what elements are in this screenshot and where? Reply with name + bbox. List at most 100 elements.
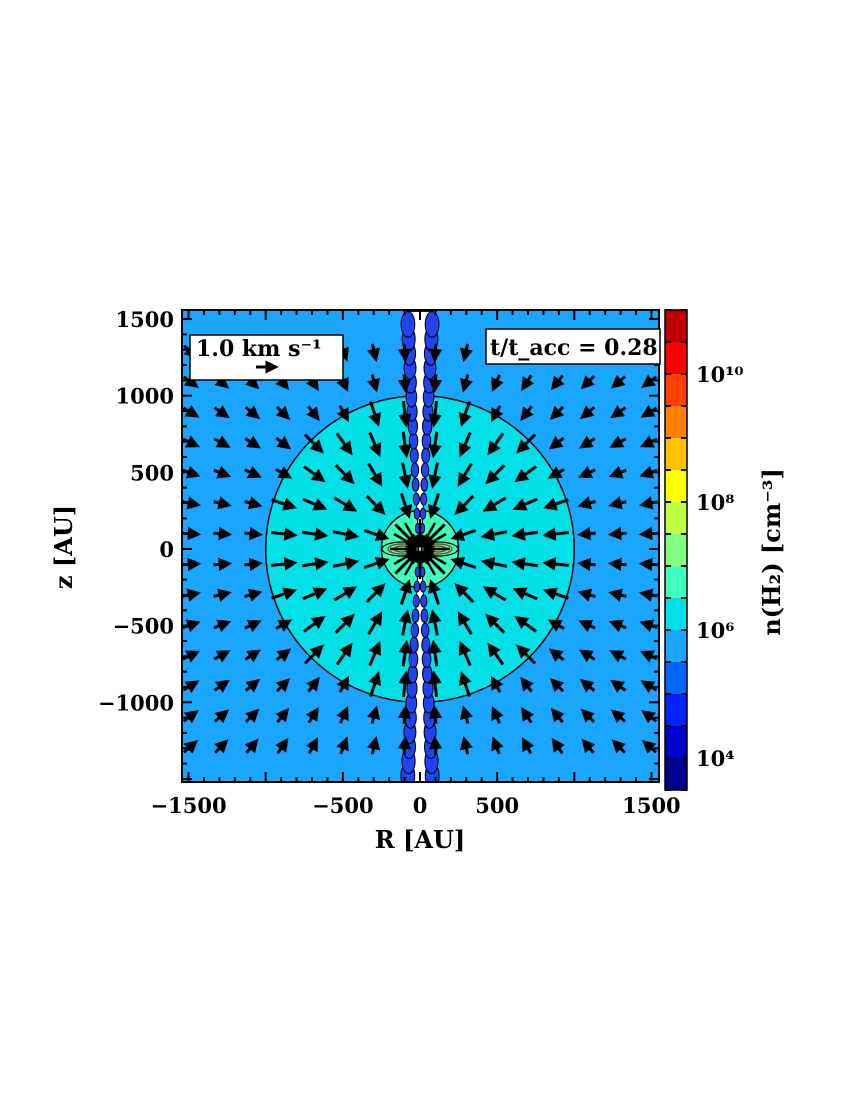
x-tick-label: −500	[312, 793, 373, 818]
velocity-arrow	[399, 493, 413, 519]
velocity-arrow	[213, 650, 231, 663]
colorbar-segment	[665, 726, 687, 758]
velocity-arrow	[368, 401, 382, 427]
colorbar-frame	[664, 309, 688, 791]
cavity-wall-blob	[421, 447, 431, 464]
velocity-arrow	[610, 374, 627, 389]
velocity-arrow	[271, 527, 298, 541]
velocity-arrow	[275, 677, 291, 693]
velocity-arrow	[397, 704, 412, 724]
velocity-arrow	[302, 497, 328, 511]
x-tick-label: 500	[475, 793, 519, 818]
velocity-arrow	[450, 556, 477, 570]
velocity-arrow	[577, 496, 596, 510]
velocity-arrow	[457, 463, 473, 487]
velocity-arrow	[301, 527, 329, 541]
cavity-wall-blob	[410, 462, 420, 478]
velocity-arrow	[244, 619, 262, 633]
velocity-arrow	[459, 735, 474, 755]
y-tick-label: 1000	[116, 384, 174, 409]
y-tick-label: 500	[130, 460, 174, 485]
velocity-arrow	[428, 639, 442, 667]
velocity-arrow	[458, 640, 472, 667]
velocity-arrow	[608, 619, 627, 633]
velocity-arrow	[367, 705, 381, 724]
velocity-arrow	[302, 465, 326, 483]
velocity-arrow	[244, 678, 261, 693]
velocity-arrow	[641, 374, 658, 388]
velocity-arrow	[458, 401, 472, 427]
velocity-arrow	[335, 432, 353, 456]
velocity-arrow	[520, 676, 534, 693]
velocity-arrow	[244, 708, 260, 723]
velocity-arrow	[607, 526, 627, 541]
velocity-arrow	[578, 465, 596, 479]
velocity-arrow	[641, 710, 658, 724]
velocity-arrow	[366, 343, 381, 363]
velocity-arrow	[547, 466, 565, 479]
velocity-arrow	[367, 611, 383, 635]
cavity-wall-blob	[410, 622, 420, 638]
velocity-arrow	[487, 642, 505, 666]
velocity-arrow	[579, 405, 596, 420]
velocity-arrow	[608, 465, 627, 479]
velocity-arrow	[428, 431, 442, 459]
velocity-arrow	[332, 527, 360, 541]
cavity-wall-blob	[420, 622, 430, 638]
velocity-arrow	[365, 583, 386, 604]
velocity-arrow	[641, 739, 657, 754]
velocity-arrow	[213, 709, 230, 724]
core-arrow	[403, 551, 419, 576]
velocity-arrow	[302, 615, 326, 633]
cavity-wall-blob	[413, 507, 421, 520]
velocity-arrow	[516, 433, 537, 454]
velocity-arrow	[428, 735, 443, 755]
velocity-arrow	[333, 496, 358, 512]
colorbar-segment	[665, 758, 687, 790]
velocity-arrow	[511, 557, 539, 571]
velocity-arrow	[334, 464, 355, 485]
velocity-arrow	[577, 588, 596, 602]
velocity-arrow	[271, 557, 298, 571]
velocity-arrow	[366, 735, 381, 755]
cavity-wall-blob	[421, 650, 432, 669]
core-arrow	[422, 550, 447, 566]
velocity-arrow	[521, 706, 535, 724]
velocity-arrow	[244, 738, 259, 754]
velocity-arrow	[609, 650, 627, 663]
velocity-arrow	[482, 496, 507, 512]
velocity-arrow	[578, 649, 596, 663]
velocity-arrow	[454, 494, 475, 515]
x-tick-label: 0	[413, 793, 428, 818]
colorbar-segment	[665, 662, 687, 694]
colorbar-segment	[665, 470, 687, 502]
velocity-arrow	[549, 405, 565, 421]
cavity-wall-blob	[420, 492, 428, 506]
velocity-arrow	[639, 435, 658, 448]
velocity-arrow	[480, 527, 508, 541]
velocity-arrow	[399, 579, 413, 605]
velocity-arrow	[450, 528, 477, 542]
velocity-arrow	[640, 404, 658, 418]
velocity-arrow	[491, 374, 504, 392]
colorbar-segment	[665, 406, 687, 438]
velocity-arrow	[397, 735, 412, 755]
velocity-arrow	[485, 464, 506, 485]
colorbar-segment	[665, 374, 687, 406]
velocity-arrow	[480, 557, 508, 571]
velocity-arrow	[482, 586, 507, 602]
velocity-arrow	[398, 462, 412, 489]
velocity-arrow	[213, 588, 232, 602]
cavity-wall-blob	[424, 311, 440, 338]
time-annotation: t/t_acc = 0.28	[485, 328, 661, 365]
velocity-arrow	[182, 404, 200, 418]
velocity-arrow	[549, 677, 565, 693]
velocity-arrow	[542, 527, 569, 541]
cavity-wall-blob	[419, 580, 427, 593]
colorbar-segment	[665, 694, 687, 726]
velocity-arrow	[244, 557, 263, 572]
velocity-arrow	[213, 679, 230, 693]
velocity-arrow	[458, 671, 472, 697]
velocity-arrow	[542, 497, 569, 511]
